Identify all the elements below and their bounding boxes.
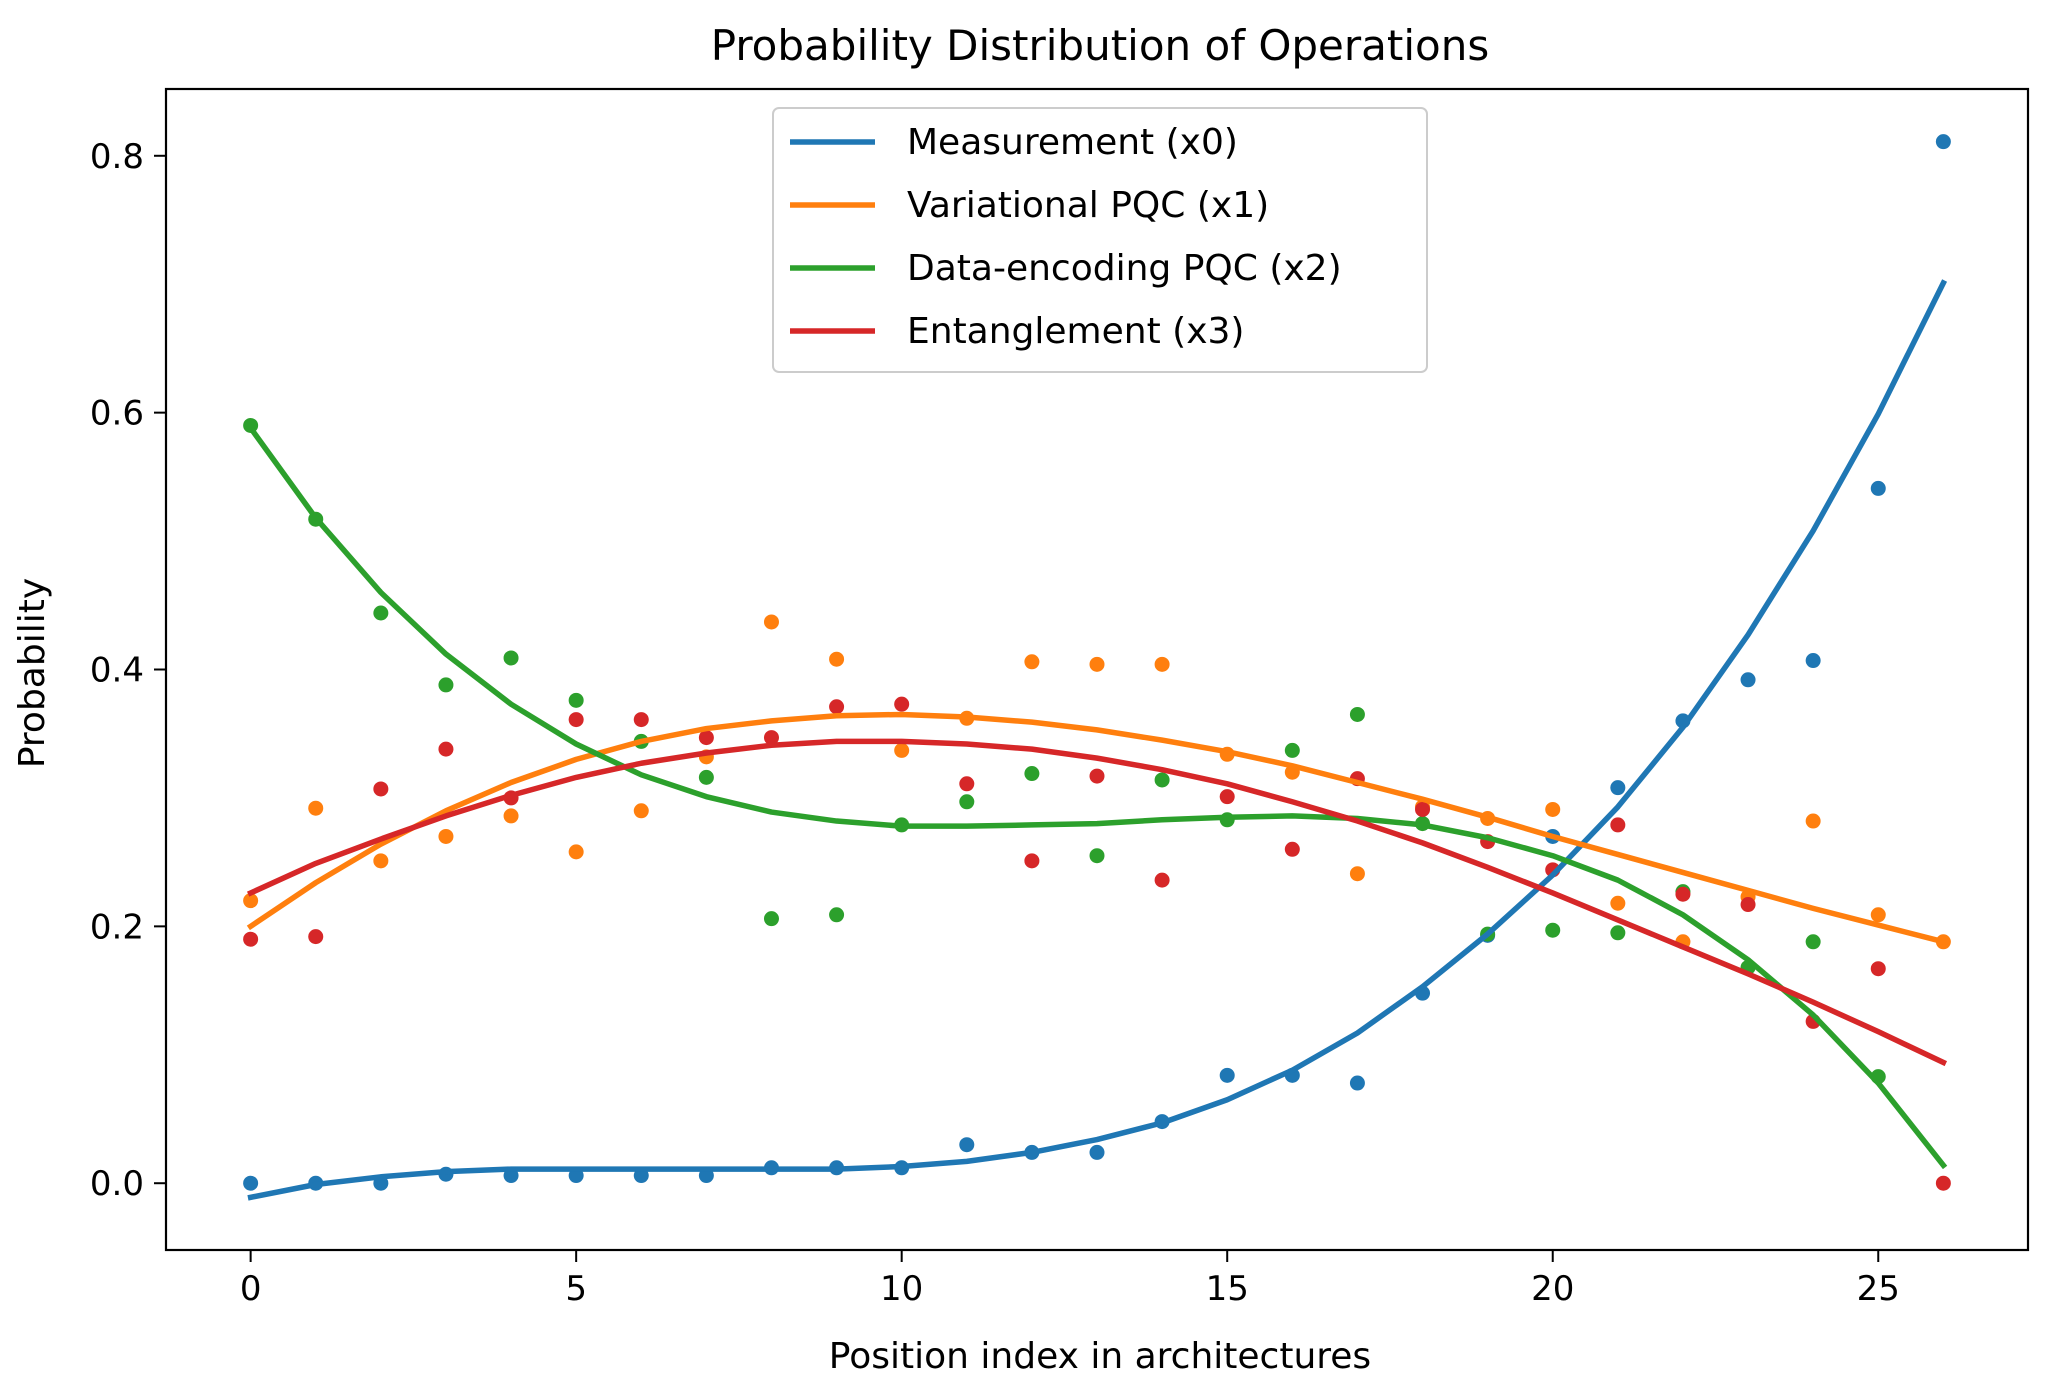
data-point [373, 605, 389, 621]
x-tick-label: 25 [1857, 1269, 1900, 1309]
x-tick-label: 0 [240, 1269, 262, 1309]
x-tick-label: 15 [1206, 1269, 1249, 1309]
plot-area [243, 134, 1951, 1201]
data-point [894, 742, 910, 758]
data-point [1870, 961, 1886, 977]
data-point [1154, 656, 1170, 672]
data-point [568, 844, 584, 860]
y-tick-label: 0.4 [90, 651, 144, 691]
data-point [1805, 934, 1821, 950]
fit-line-data-encoding-pqc-x2 [246, 424, 1948, 1170]
legend-label-measurement-x0: Measurement (x0) [907, 122, 1238, 163]
data-point [763, 614, 779, 630]
fit-line-measurement-x0 [247, 279, 1948, 1201]
data-point [1675, 886, 1691, 902]
data-point [1349, 866, 1365, 882]
data-point [1610, 925, 1626, 941]
axes: 0 5 10 15 20 25 0.0 0.2 0.4 0.6 0.8 [90, 87, 2030, 1309]
data-point [373, 853, 389, 869]
y-axis-label: Probability [12, 578, 53, 768]
legend: Measurement (x0) Variational PQC (x1) Data… [772, 107, 1428, 373]
fit-line-variational-pqc-x1 [246, 711, 1947, 946]
data-point [568, 692, 584, 708]
data-point [1610, 895, 1626, 911]
data-point [438, 741, 454, 757]
chart-title: Probability Distribution of Operations [711, 21, 1489, 70]
data-point [959, 1137, 975, 1153]
data-point [1089, 768, 1105, 784]
data-point [568, 712, 584, 728]
data-point [1740, 897, 1756, 913]
data-point [959, 794, 975, 810]
data-point [1089, 1144, 1105, 1160]
data-point [308, 800, 324, 816]
data-point [1219, 1067, 1235, 1083]
data-point [633, 712, 649, 728]
data-point [1219, 789, 1235, 805]
data-point [1935, 134, 1951, 150]
data-point [1740, 672, 1756, 688]
data-point [829, 651, 845, 667]
data-point [1024, 766, 1040, 782]
data-point [1284, 742, 1300, 758]
data-point [763, 911, 779, 927]
data-point [1349, 706, 1365, 722]
data-point [1545, 801, 1561, 817]
data-point [438, 677, 454, 693]
data-point [373, 781, 389, 797]
data-point [959, 776, 975, 792]
data-point [1024, 654, 1040, 670]
data-point [503, 650, 519, 666]
x-tick-label: 20 [1531, 1269, 1574, 1309]
legend-box [772, 107, 1428, 373]
data-point [1610, 780, 1626, 796]
y-tick-label: 0.0 [90, 1164, 144, 1204]
data-point [763, 730, 779, 746]
data-point [243, 931, 259, 947]
legend-label-variational-pqc-x1: Variational PQC (x1) [907, 185, 1269, 226]
fit-line-entanglement-x3 [246, 738, 1948, 1067]
data-point [894, 696, 910, 712]
data-point [829, 699, 845, 715]
legend-label-data-encoding-pqc-x2: Data-encoding PQC (x2) [907, 248, 1342, 289]
y-tick-label: 0.8 [90, 137, 144, 177]
data-point [1284, 841, 1300, 857]
data-point [829, 907, 845, 923]
data-point [243, 893, 259, 909]
x-axis-label: Position index in architectures [829, 1336, 1371, 1377]
x-tick-label: 5 [565, 1269, 587, 1309]
data-point [1154, 872, 1170, 888]
data-point [1415, 801, 1431, 817]
y-tick-label: 0.6 [90, 394, 144, 434]
data-point [243, 1175, 259, 1191]
data-point [1024, 853, 1040, 869]
y-tick-label: 0.2 [90, 907, 144, 947]
data-point [503, 808, 519, 824]
data-point [1935, 1175, 1951, 1191]
data-point [1610, 817, 1626, 833]
data-point [438, 828, 454, 844]
scatter-entanglement-x3 [243, 696, 1951, 1191]
data-point [308, 929, 324, 945]
data-point [1154, 772, 1170, 788]
data-point [698, 769, 714, 785]
data-point [1089, 656, 1105, 672]
data-point [698, 730, 714, 746]
data-point [1805, 653, 1821, 669]
data-point [1349, 1075, 1365, 1091]
data-point [1089, 848, 1105, 864]
data-point [1870, 480, 1886, 496]
data-point [633, 803, 649, 819]
data-point [1870, 907, 1886, 923]
data-point [1545, 922, 1561, 938]
data-point [1805, 813, 1821, 829]
x-tick-label: 10 [880, 1269, 923, 1309]
legend-label-entanglement-x3: Entanglement (x3) [907, 311, 1244, 352]
